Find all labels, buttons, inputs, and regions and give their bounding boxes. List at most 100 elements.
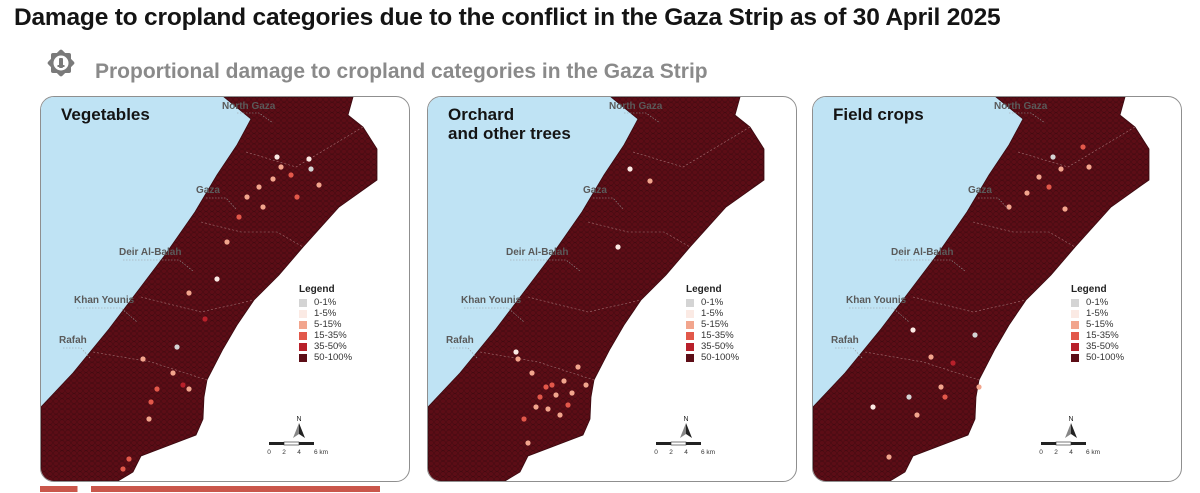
gaza-strip-landmass <box>813 97 1150 481</box>
governorate-boundary <box>140 296 255 313</box>
damage-cell <box>260 204 266 210</box>
damage-cell <box>533 404 539 410</box>
legend-item: 5-15% <box>299 319 352 330</box>
damage-cell <box>274 154 280 160</box>
label-leader-line <box>978 197 1009 210</box>
gaza-strip-map <box>813 97 1150 481</box>
damage-cell <box>288 172 294 178</box>
legend-label: 5-15% <box>1086 319 1114 330</box>
legend-label: 1-5% <box>1086 308 1109 319</box>
damage-cell <box>120 466 126 472</box>
page-title: Damage to cropland categories due to the… <box>14 4 1001 31</box>
legend-label: 35-50% <box>1086 341 1119 352</box>
octagonal-star-emblem-icon <box>47 49 75 77</box>
legend-label: 15-35% <box>1086 330 1119 341</box>
scale-tick-label: 2 <box>282 449 286 456</box>
legend-item: 1-5% <box>1071 308 1124 319</box>
damage-cell <box>224 239 230 245</box>
sea-area <box>813 97 1023 407</box>
damage-cell <box>914 412 920 418</box>
damage-cell <box>529 370 535 376</box>
damage-cell <box>236 214 242 220</box>
panel-title-line2: and other trees <box>448 124 571 143</box>
north-label: N <box>1068 416 1073 423</box>
legend-swatch <box>686 353 694 362</box>
governorate-label: Gaza <box>968 185 992 196</box>
label-leader-line <box>835 347 864 360</box>
north-arrow-icon: N <box>680 416 692 438</box>
damage-cell <box>521 416 527 422</box>
panel-title-line1: Field crops <box>833 105 924 124</box>
legend-item: 35-50% <box>1071 341 1124 352</box>
governorate-boundary <box>912 296 1027 313</box>
damage-cell <box>126 456 132 462</box>
legend-item: 5-15% <box>686 319 739 330</box>
governorate-label: Rafah <box>59 335 87 346</box>
damage-cell <box>615 244 621 250</box>
governorate-label: North Gaza <box>222 101 276 112</box>
legend-swatch <box>686 342 694 351</box>
legend-swatch <box>1071 309 1079 318</box>
damage-cell <box>306 156 312 162</box>
damage-cell <box>1006 204 1012 210</box>
legend-item: 1-5% <box>299 308 352 319</box>
damage-cell <box>214 276 220 282</box>
damage-cell <box>928 354 934 360</box>
legend-swatch <box>686 320 694 329</box>
governorate-label: Gaza <box>196 185 220 196</box>
legend-item: 15-35% <box>1071 330 1124 341</box>
governorate-boundary <box>200 221 304 248</box>
legend-label: 0-1% <box>314 297 337 308</box>
damage-cell <box>146 416 152 422</box>
label-leader-line <box>895 259 966 272</box>
damage-cell <box>170 370 176 376</box>
label-leader-line <box>77 307 138 323</box>
damage-cell <box>1046 184 1052 190</box>
scale-tick-label: 4 <box>1069 449 1073 456</box>
damage-cell <box>1050 154 1056 160</box>
panel-title: Field crops <box>833 105 924 124</box>
scale-tick-label: 0 <box>267 449 271 456</box>
legend: Legend 0-1% 1-5% 5-15% 15-35% 35-50% 50-100% <box>1071 284 1124 363</box>
damage-cell <box>270 176 276 182</box>
governorate-label: Khan Younis <box>74 295 135 306</box>
governorate-boundary <box>632 126 751 168</box>
damage-cell <box>950 360 956 366</box>
damage-cell <box>256 184 262 190</box>
legend-label: 0-1% <box>701 297 724 308</box>
damage-cell <box>294 194 300 200</box>
legend-label: 35-50% <box>701 341 734 352</box>
damage-cell <box>148 399 154 405</box>
scale-tick-label: 0 <box>1039 449 1043 456</box>
damage-cell <box>1086 164 1092 170</box>
governorate-boundary <box>587 221 691 248</box>
label-leader-line <box>63 347 92 360</box>
legend-swatch <box>1071 320 1079 329</box>
governorate-label: Deir Al-Balah <box>891 247 954 258</box>
scale-bar: 0 2 4 6 km <box>654 441 715 456</box>
legend-label: 15-35% <box>701 330 734 341</box>
legend-label: 50-100% <box>314 352 353 363</box>
legend-swatch <box>1071 342 1079 351</box>
damage-cell <box>972 332 978 338</box>
legend-label: 5-15% <box>701 319 729 330</box>
scale-bar: 0 2 4 6 km <box>1039 441 1100 456</box>
damage-cell <box>545 406 551 412</box>
panel-title-line1: Vegetables <box>61 105 150 124</box>
damage-cell <box>549 382 555 388</box>
scale-tick-label: 0 <box>654 449 658 456</box>
label-leader-line <box>450 347 479 360</box>
legend-swatch <box>1071 331 1079 340</box>
governorate-label: Deir Al-Balah <box>119 247 182 258</box>
legend-label: 35-50% <box>314 341 347 352</box>
damage-cell <box>647 178 653 184</box>
label-leader-line <box>206 197 237 210</box>
label-leader-line <box>624 112 661 124</box>
legend-item: 0-1% <box>1071 297 1124 308</box>
scale-tick-label: 6 km <box>701 449 715 456</box>
damage-cell <box>627 166 633 172</box>
damage-cell <box>154 386 160 392</box>
legend-item: 15-35% <box>686 330 739 341</box>
governorate-label: Khan Younis <box>846 295 907 306</box>
label-leader-line <box>593 197 624 210</box>
